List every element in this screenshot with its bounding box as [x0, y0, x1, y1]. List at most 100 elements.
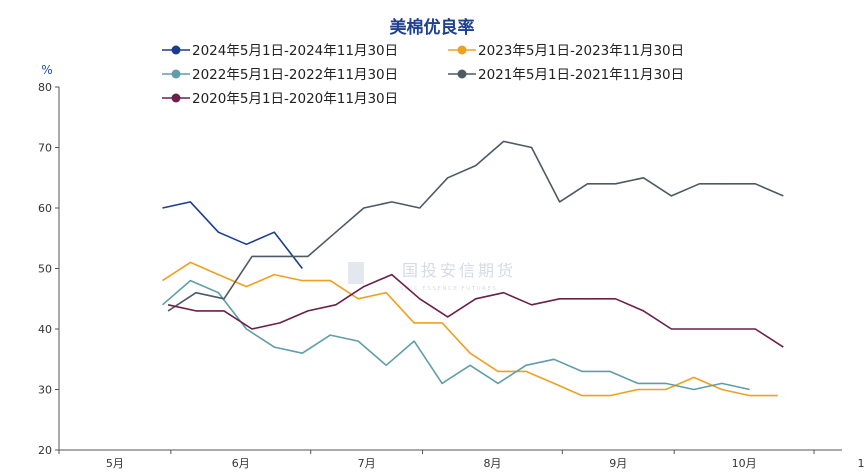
- y-tick-label: 60: [38, 202, 52, 215]
- series-layer: [161, 140, 784, 397]
- data-point-2023: [273, 273, 275, 275]
- data-point-2022: [609, 370, 611, 372]
- axes: 20 30 40 50 60 70 80 5月 6月 7月 8月 9月 10月 11月: [38, 81, 865, 470]
- x-tick-label: 8月: [483, 457, 501, 470]
- legend: 2024年5月1日-2024年11月30日 2023年5月1日-2023年11月…: [162, 43, 684, 107]
- data-point-2021: [558, 201, 560, 203]
- data-point-2021: [642, 177, 644, 179]
- watermark-text: 国投安信期货: [402, 261, 516, 280]
- legend-marker-2024: [171, 45, 181, 55]
- data-point-2022: [301, 352, 303, 354]
- y-tick-label: 30: [38, 384, 52, 397]
- y-tick-label: 20: [38, 444, 52, 457]
- data-point-2022: [161, 304, 163, 306]
- data-point-2023: [189, 261, 191, 263]
- x-tick-label: 10月: [732, 457, 757, 470]
- data-point-2023: [777, 394, 779, 396]
- data-point-2023: [217, 273, 219, 275]
- chart-title: 美棉优良率: [390, 17, 475, 38]
- data-point-2022: [413, 340, 415, 342]
- y-tick-label: 70: [38, 142, 52, 155]
- data-point-2024: [161, 207, 163, 209]
- data-point-2020: [419, 298, 421, 300]
- data-point-2023: [581, 394, 583, 396]
- data-point-2023: [609, 394, 611, 396]
- data-point-2022: [525, 364, 527, 366]
- series-line-2021: [167, 140, 784, 312]
- data-point-2020: [475, 298, 477, 300]
- data-point-2023: [749, 394, 751, 396]
- watermark-subtext: SDIC ESSENCE FUTURES: [400, 286, 497, 292]
- data-point-2022: [749, 388, 751, 390]
- data-point-2022: [581, 370, 583, 372]
- data-point-2024: [273, 231, 275, 233]
- data-point-2024: [217, 231, 219, 233]
- data-point-2020: [698, 328, 700, 330]
- data-point-2021: [670, 195, 672, 197]
- series-line-2022: [161, 279, 750, 391]
- data-point-2021: [167, 310, 169, 312]
- legend-item-2020[interactable]: 2020年5月1日-2020年11月30日: [162, 91, 398, 107]
- series-line-2020: [167, 273, 784, 348]
- x-tick-label: 5月: [106, 457, 124, 470]
- data-point-2020: [726, 328, 728, 330]
- data-point-2022: [637, 382, 639, 384]
- data-point-2020: [502, 292, 504, 294]
- data-point-2020: [167, 304, 169, 306]
- data-point-2022: [693, 388, 695, 390]
- data-point-2023: [637, 388, 639, 390]
- data-point-2021: [614, 183, 616, 185]
- legend-marker-2020: [171, 93, 181, 103]
- data-point-2020: [279, 322, 281, 324]
- data-point-2023: [497, 370, 499, 372]
- series-line-2024: [162, 201, 303, 269]
- data-point-2020: [558, 298, 560, 300]
- data-point-2020: [447, 316, 449, 318]
- series-2024: [161, 201, 303, 269]
- legend-label-2021: 2021年5月1日-2021年11月30日: [478, 67, 684, 83]
- data-point-2023: [553, 382, 555, 384]
- data-point-2020: [614, 298, 616, 300]
- data-point-2022: [245, 328, 247, 330]
- data-point-2023: [357, 298, 359, 300]
- data-point-2024: [189, 201, 191, 203]
- data-point-2021: [307, 255, 309, 257]
- data-point-2020: [642, 310, 644, 312]
- data-point-2023: [245, 285, 247, 287]
- data-point-2020: [251, 328, 253, 330]
- y-tick-label: 40: [38, 323, 52, 336]
- y-unit-label: %: [41, 63, 52, 77]
- legend-item-2022[interactable]: 2022年5月1日-2022年11月30日: [162, 67, 398, 83]
- data-point-2020: [391, 273, 393, 275]
- data-point-2023: [665, 388, 667, 390]
- data-point-2023: [385, 292, 387, 294]
- data-point-2023: [301, 279, 303, 281]
- watermark-logo: [348, 262, 364, 284]
- data-point-2023: [525, 370, 527, 372]
- data-point-2020: [307, 310, 309, 312]
- data-point-2020: [670, 328, 672, 330]
- data-point-2024: [301, 267, 303, 269]
- data-point-2023: [441, 322, 443, 324]
- legend-label-2022: 2022年5月1日-2022年11月30日: [192, 67, 398, 83]
- x-tick-label: 9月: [609, 457, 627, 470]
- legend-item-2021[interactable]: 2021年5月1日-2021年11月30日: [448, 67, 684, 83]
- data-point-2021: [391, 201, 393, 203]
- watermark: 国投安信期货 SDIC ESSENCE FUTURES: [348, 261, 516, 292]
- legend-marker-2021: [457, 69, 467, 79]
- data-point-2022: [665, 382, 667, 384]
- data-point-2021: [754, 183, 756, 185]
- x-tick-label: 6月: [232, 457, 250, 470]
- legend-item-2024[interactable]: 2024年5月1日-2024年11月30日: [162, 43, 398, 59]
- data-point-2021: [223, 298, 225, 300]
- legend-label-2023: 2023年5月1日-2023年11月30日: [478, 43, 684, 59]
- data-point-2023: [329, 279, 331, 281]
- legend-item-2023[interactable]: 2023年5月1日-2023年11月30日: [448, 43, 684, 59]
- data-point-2021: [475, 164, 477, 166]
- data-point-2022: [721, 382, 723, 384]
- data-point-2021: [279, 255, 281, 257]
- data-point-2022: [553, 358, 555, 360]
- legend-marker-2022: [171, 69, 181, 79]
- data-point-2022: [497, 382, 499, 384]
